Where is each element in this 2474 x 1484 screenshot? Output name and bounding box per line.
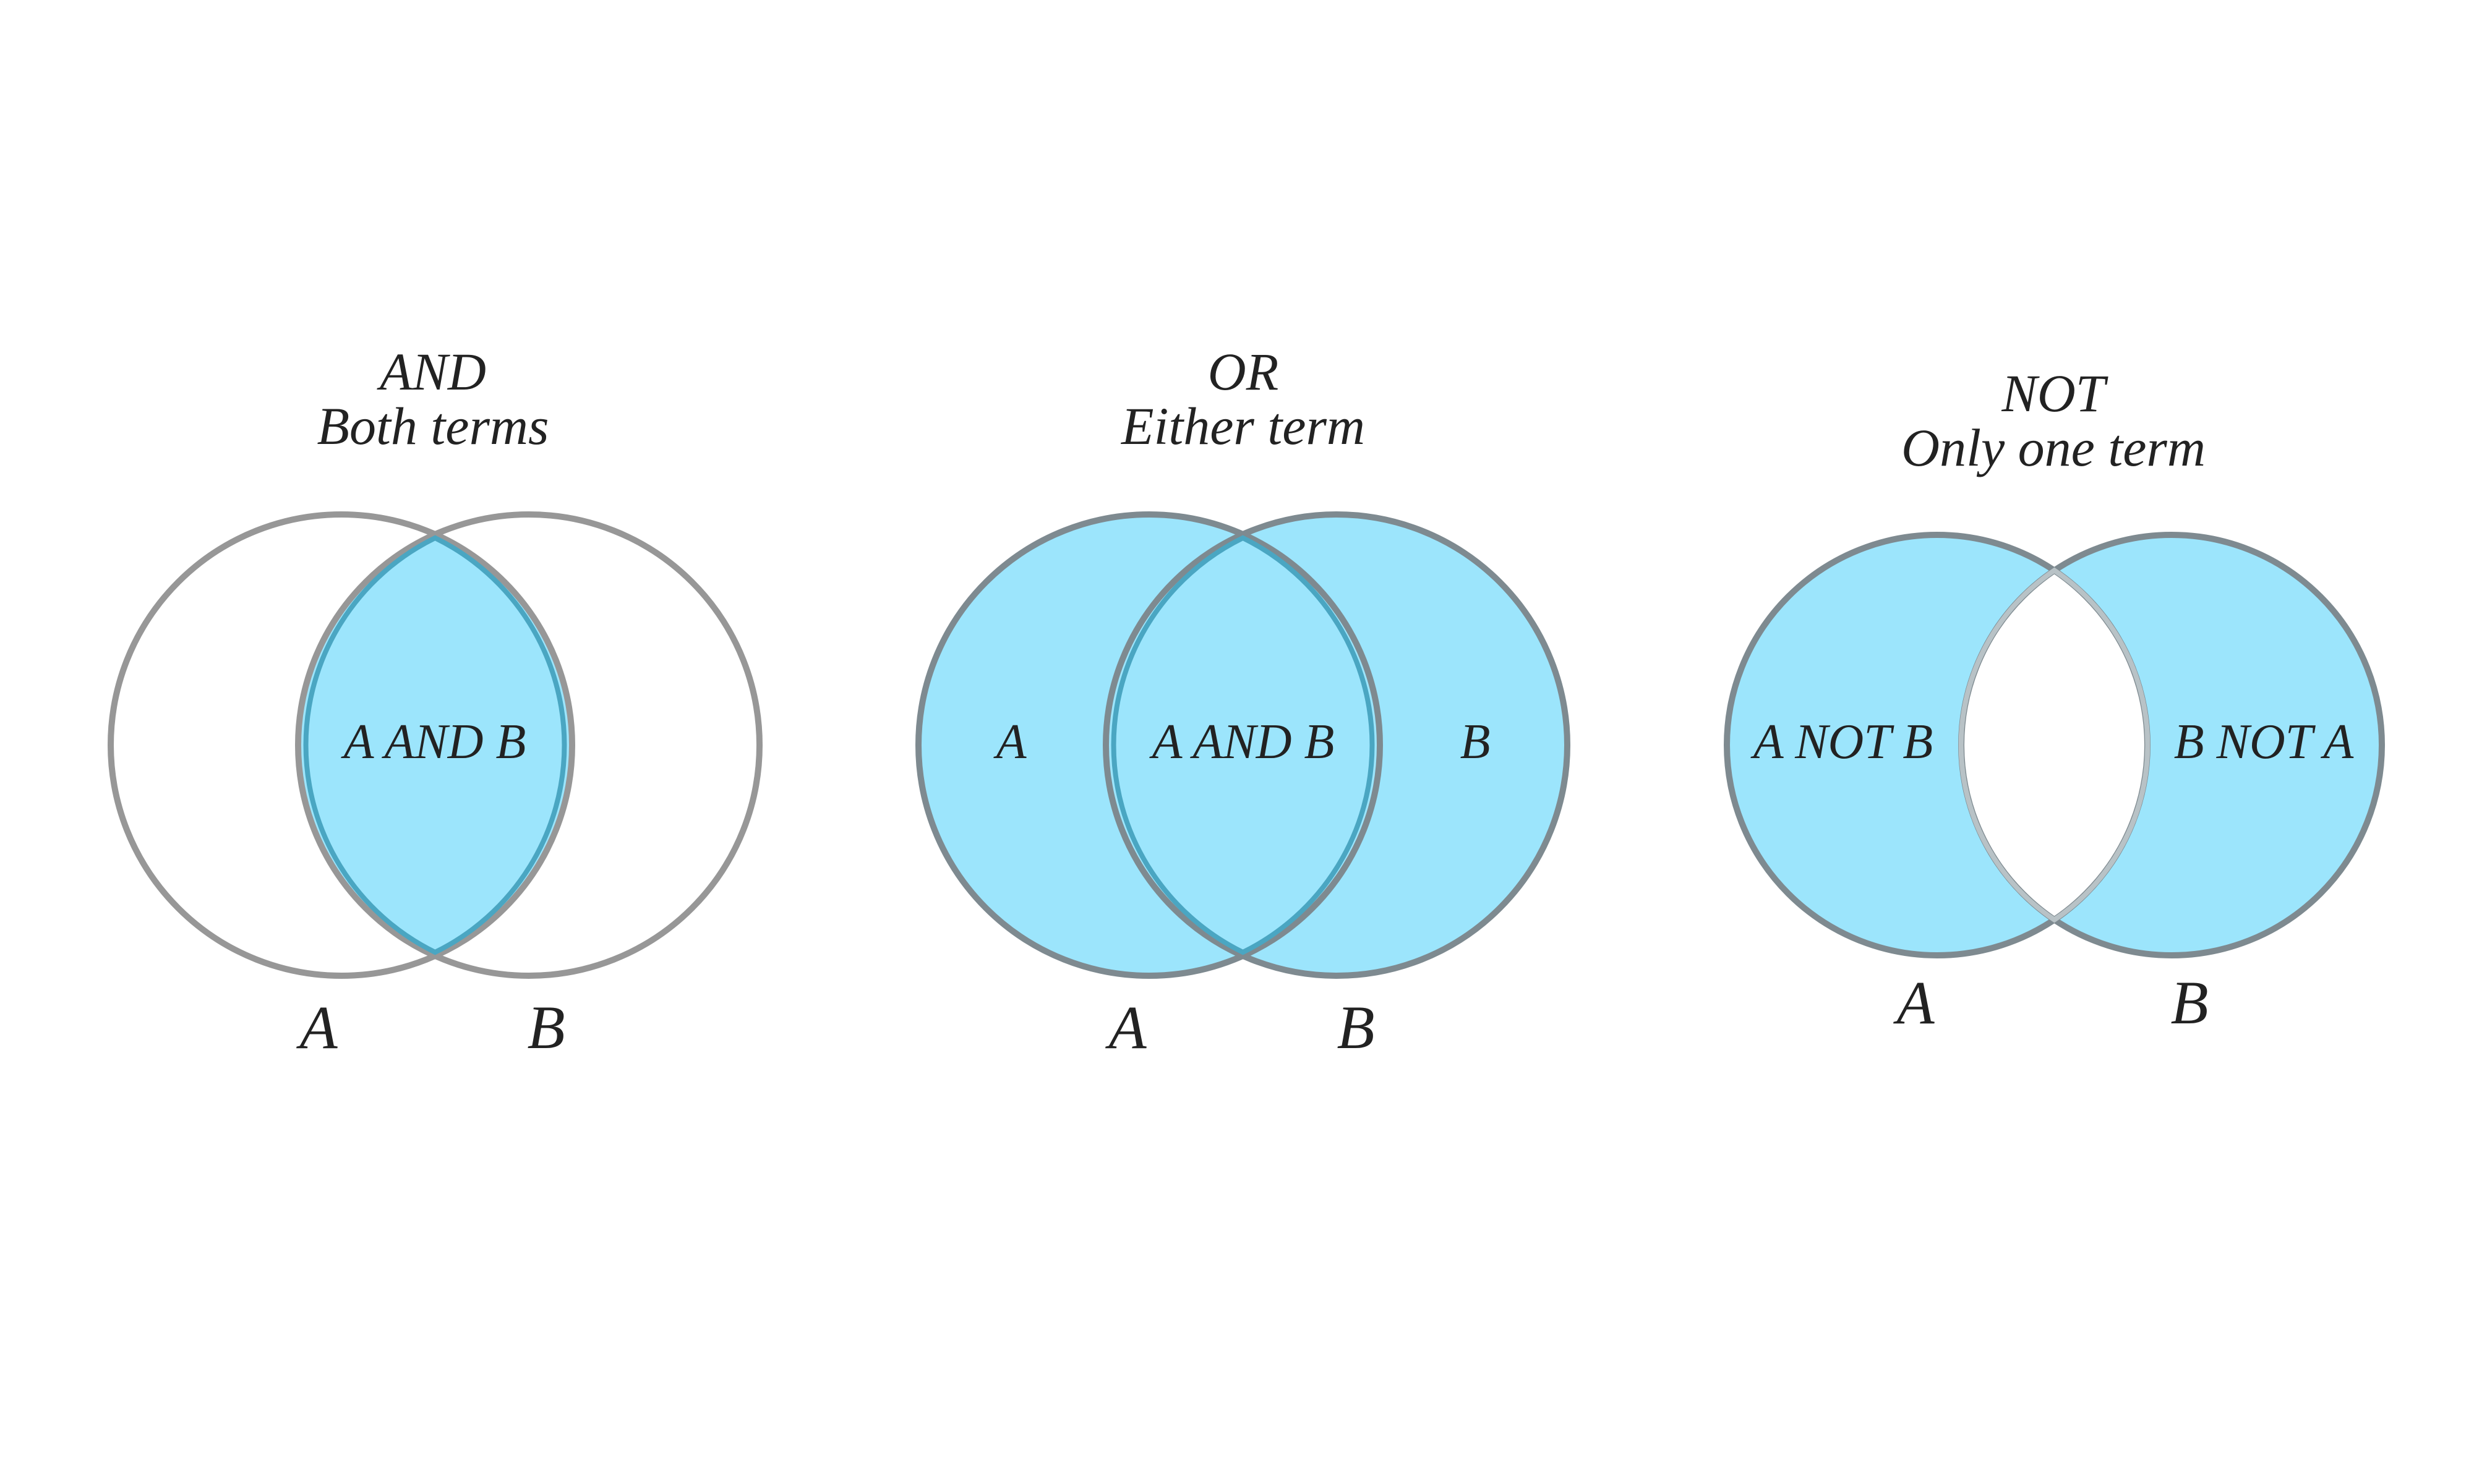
- or-center-region-label: A AND B: [1149, 715, 1335, 769]
- not-operator-title: NOT: [2001, 364, 2108, 423]
- not-shaded-regions: [1727, 535, 2382, 955]
- and-center-region-label: A AND B: [341, 715, 526, 769]
- and-set-a-label: A: [296, 993, 338, 1062]
- not-set-b-label: B: [2170, 968, 2208, 1037]
- or-caption: Either term: [1120, 396, 1365, 456]
- not-caption: Only one term: [1901, 418, 2206, 477]
- and-set-b-label: B: [527, 993, 565, 1062]
- or-diagram: OR Either term A A AND B B A B: [915, 342, 1570, 1062]
- and-set-b-circle: [295, 511, 763, 979]
- or-set-a-circle: [915, 511, 1383, 979]
- or-operator-title: OR: [1208, 342, 1279, 401]
- and-caption: Both terms: [317, 396, 549, 456]
- and-intersection-outline: [303, 535, 567, 955]
- and-operator-title: AND: [377, 342, 486, 401]
- not-excluded-lens-outline: [1958, 567, 2151, 923]
- or-set-a-label: A: [1105, 993, 1147, 1062]
- or-set-b-label: B: [1337, 993, 1374, 1062]
- and-diagram: AND Both terms A AND B A B: [108, 342, 763, 1062]
- or-right-region-label: B: [1460, 715, 1491, 769]
- not-set-b-fill: [1961, 535, 2382, 955]
- or-intersection-outline: [1111, 535, 1375, 955]
- not-right-region-label: B NOT A: [2174, 715, 2355, 769]
- and-set-a-circle: [108, 511, 575, 979]
- not-set-a-label: A: [1893, 968, 1935, 1037]
- or-set-b-fill: [1106, 514, 1567, 976]
- not-diagram: NOT Only one term A NOT B B NOT A A B: [1724, 364, 2385, 1037]
- or-left-region-label: A: [993, 715, 1027, 769]
- not-left-region-label: A NOT B: [1750, 715, 1933, 769]
- or-set-b-circle: [1103, 511, 1570, 979]
- and-intersection-region: [298, 514, 572, 976]
